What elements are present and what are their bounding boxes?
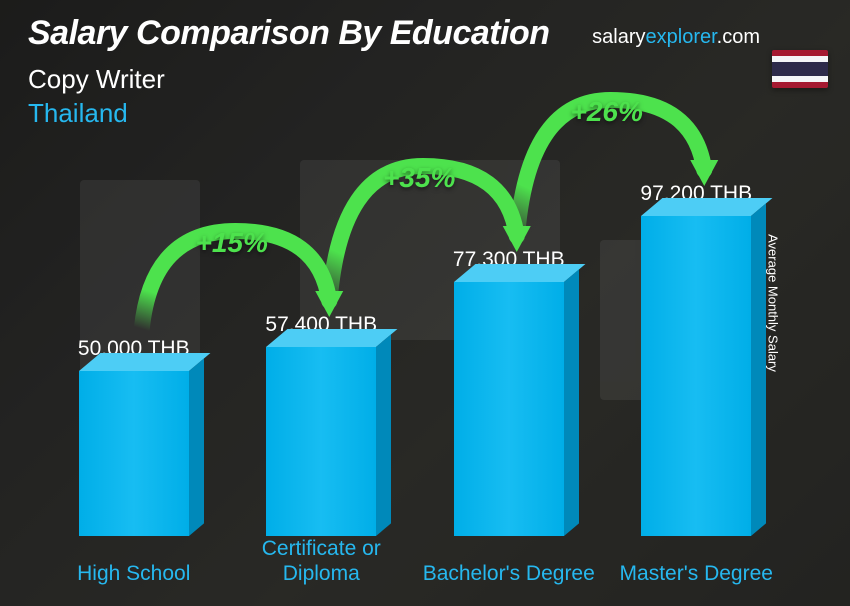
page-title: Salary Comparison By Education <box>28 14 550 53</box>
brand-logo: salaryexplorer.com <box>592 26 760 49</box>
bar-chart: 50,000 THBHigh School57,400 THBCertifica… <box>40 126 790 586</box>
brand-dotcom: .com <box>717 26 760 48</box>
brand-explorer: explorer <box>646 26 717 48</box>
country-flag <box>772 50 828 88</box>
page-subtitle: Copy Writer <box>28 64 165 95</box>
content-root: Salary Comparison By Education Copy Writ… <box>0 0 850 606</box>
increase-label: +26% <box>571 96 643 128</box>
increase-arc <box>40 126 790 586</box>
country-label: Thailand <box>28 98 128 129</box>
brand-salary: salary <box>592 26 645 48</box>
